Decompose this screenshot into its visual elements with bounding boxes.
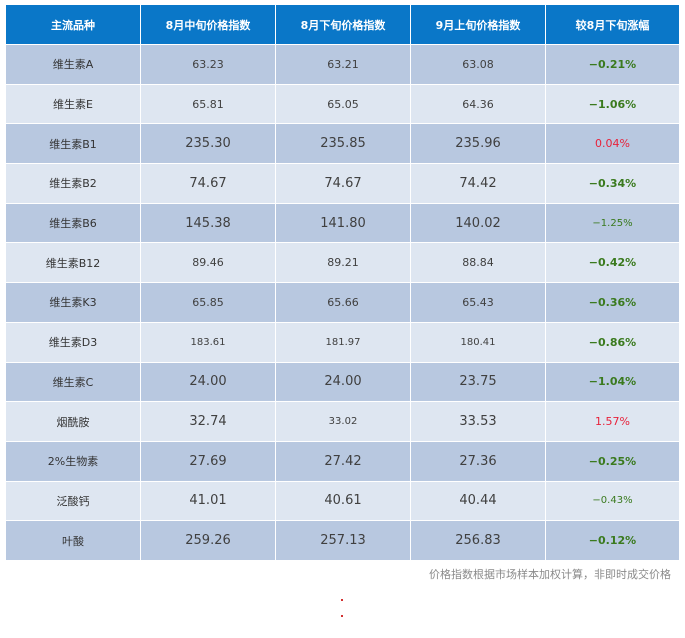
mid-aug-cell: 41.01 [141,481,275,521]
table-row: 维生素A 63.23 63.21 63.08 −0.21% [6,45,679,84]
change-cell: −1.06% [546,84,679,124]
late-aug-cell: 27.42 [276,441,410,481]
header-variety: 主流品种 [6,5,140,44]
table-row: 维生素K3 65.85 65.66 65.43 −0.36% [6,283,679,322]
late-aug-cell: 65.05 [276,84,410,124]
early-sep-cell: 180.41 [411,322,545,362]
variety-cell: 维生素D3 [6,322,140,362]
mid-aug-cell: 65.85 [141,283,275,322]
decorative-dot [341,599,343,601]
change-cell: 1.57% [546,402,679,441]
early-sep-cell: 140.02 [411,203,545,243]
mid-aug-cell: 145.38 [141,203,275,243]
late-aug-cell: 141.80 [276,203,410,243]
change-cell: −1.04% [546,362,679,402]
table-header-row: 主流品种 8月中旬价格指数 8月下旬价格指数 9月上旬价格指数 较8月下旬涨幅 [6,5,679,44]
change-cell: −0.43% [546,481,679,521]
late-aug-cell: 40.61 [276,481,410,521]
table-row: 维生素C 24.00 24.00 23.75 −1.04% [6,362,679,402]
late-aug-cell: 74.67 [276,164,410,203]
table-row: 泛酸钙 41.01 40.61 40.44 −0.43% [6,481,679,521]
table-row: 烟酰胺 32.74 33.02 33.53 1.57% [6,402,679,441]
table-row: 维生素B1 235.30 235.85 235.96 0.04% [6,124,679,164]
variety-cell: 维生素C [6,362,140,402]
price-index-table: 主流品种 8月中旬价格指数 8月下旬价格指数 9月上旬价格指数 较8月下旬涨幅 … [5,4,680,561]
header-late-august-index: 8月下旬价格指数 [276,5,410,44]
late-aug-cell: 65.66 [276,283,410,322]
late-aug-cell: 181.97 [276,322,410,362]
change-cell: −0.21% [546,45,679,84]
variety-cell: 维生素A [6,45,140,84]
mid-aug-cell: 63.23 [141,45,275,84]
variety-cell: 叶酸 [6,521,140,560]
mid-aug-cell: 24.00 [141,362,275,402]
price-index-table-container: 主流品种 8月中旬价格指数 8月下旬价格指数 9月上旬价格指数 较8月下旬涨幅 … [5,4,680,561]
mid-aug-cell: 74.67 [141,164,275,203]
early-sep-cell: 23.75 [411,362,545,402]
early-sep-cell: 256.83 [411,521,545,560]
early-sep-cell: 74.42 [411,164,545,203]
early-sep-cell: 88.84 [411,243,545,283]
late-aug-cell: 89.21 [276,243,410,283]
variety-cell: 烟酰胺 [6,402,140,441]
table-row: 维生素D3 183.61 181.97 180.41 −0.86% [6,322,679,362]
late-aug-cell: 235.85 [276,124,410,164]
footnote: 价格指数根据市场样本加权计算，非即时成交价格 [429,568,671,581]
mid-aug-cell: 235.30 [141,124,275,164]
early-sep-cell: 235.96 [411,124,545,164]
table-row: 叶酸 259.26 257.13 256.83 −0.12% [6,521,679,560]
variety-cell: 泛酸钙 [6,481,140,521]
early-sep-cell: 63.08 [411,45,545,84]
variety-cell: 维生素B12 [6,243,140,283]
decorative-dot [341,615,343,617]
table-row: 维生素E 65.81 65.05 64.36 −1.06% [6,84,679,124]
mid-aug-cell: 183.61 [141,322,275,362]
variety-cell: 维生素B1 [6,124,140,164]
table-row: 维生素B6 145.38 141.80 140.02 −1.25% [6,203,679,243]
change-cell: −0.36% [546,283,679,322]
change-cell: −0.42% [546,243,679,283]
change-cell: −0.34% [546,164,679,203]
variety-cell: 维生素K3 [6,283,140,322]
table-row: 2%生物素 27.69 27.42 27.36 −0.25% [6,441,679,481]
change-cell: −0.25% [546,441,679,481]
mid-aug-cell: 89.46 [141,243,275,283]
header-mid-august-index: 8月中旬价格指数 [141,5,275,44]
early-sep-cell: 40.44 [411,481,545,521]
late-aug-cell: 257.13 [276,521,410,560]
variety-cell: 维生素E [6,84,140,124]
header-change-vs-late-august: 较8月下旬涨幅 [546,5,679,44]
change-cell: −0.12% [546,521,679,560]
early-sep-cell: 65.43 [411,283,545,322]
early-sep-cell: 64.36 [411,84,545,124]
header-early-september-index: 9月上旬价格指数 [411,5,545,44]
variety-cell: 2%生物素 [6,441,140,481]
mid-aug-cell: 259.26 [141,521,275,560]
late-aug-cell: 63.21 [276,45,410,84]
early-sep-cell: 27.36 [411,441,545,481]
variety-cell: 维生素B6 [6,203,140,243]
change-cell: −0.86% [546,322,679,362]
table-row: 维生素B2 74.67 74.67 74.42 −0.34% [6,164,679,203]
mid-aug-cell: 65.81 [141,84,275,124]
late-aug-cell: 33.02 [276,402,410,441]
variety-cell: 维生素B2 [6,164,140,203]
change-cell: 0.04% [546,124,679,164]
late-aug-cell: 24.00 [276,362,410,402]
early-sep-cell: 33.53 [411,402,545,441]
mid-aug-cell: 27.69 [141,441,275,481]
mid-aug-cell: 32.74 [141,402,275,441]
change-cell: −1.25% [546,203,679,243]
table-row: 维生素B12 89.46 89.21 88.84 −0.42% [6,243,679,283]
